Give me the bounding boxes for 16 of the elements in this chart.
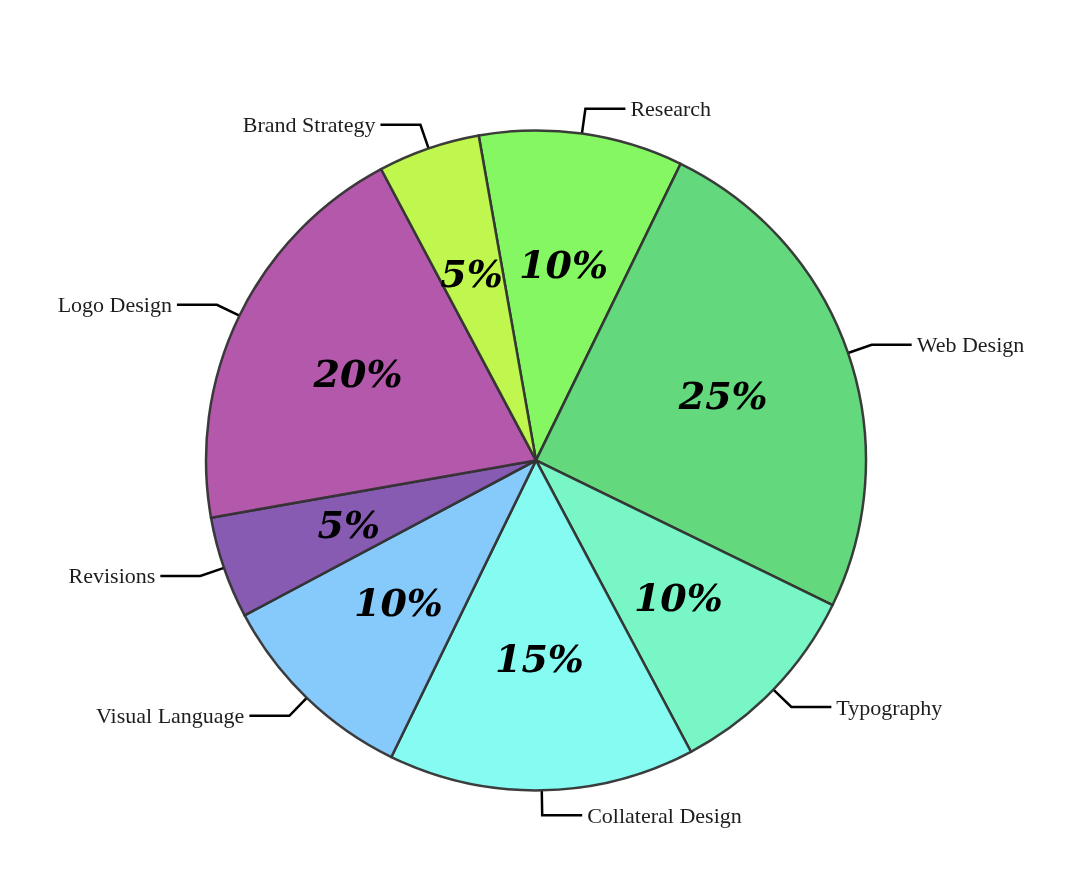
slice-label: Visual Language xyxy=(96,703,245,729)
slice-label: Logo Design xyxy=(57,292,172,318)
data-label: 5% xyxy=(317,502,381,548)
data-label: 5% xyxy=(440,250,503,296)
slice-label: Collateral Design xyxy=(587,802,742,828)
data-label: 10% xyxy=(633,575,723,621)
slice-label: Typography xyxy=(836,694,943,720)
data-label: 15% xyxy=(494,635,584,681)
data-label: 25% xyxy=(677,373,768,419)
slice-label: Revisions xyxy=(68,563,156,589)
data-label: 20% xyxy=(312,351,403,397)
slice-label: Brand Strategy xyxy=(242,112,376,138)
data-label: 10% xyxy=(519,241,609,287)
data-label: 10% xyxy=(353,580,443,626)
slice-label: Web Design xyxy=(916,332,1025,358)
slice-label: Research xyxy=(630,96,712,122)
